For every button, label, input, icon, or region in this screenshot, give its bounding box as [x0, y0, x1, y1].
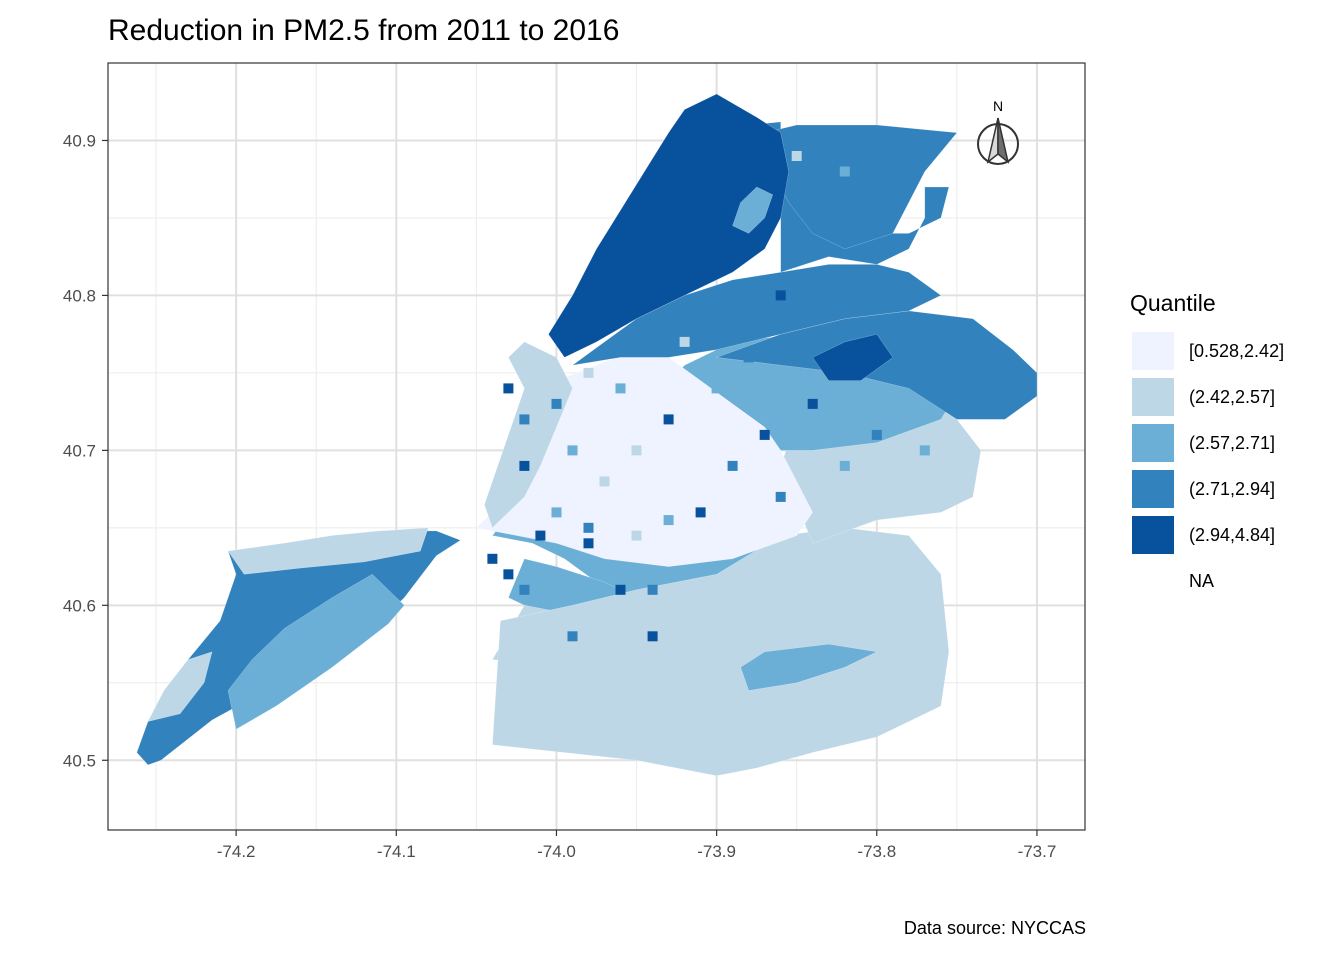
y-tick-label: 40.9	[63, 131, 96, 150]
region-bronx-ne	[764, 124, 958, 250]
region-si-southshore	[227, 574, 405, 730]
tract-patch	[871, 429, 882, 440]
y-tick-label: 40.8	[63, 286, 96, 305]
region-si-west	[147, 651, 213, 722]
tract-patch	[647, 584, 658, 595]
tract-patch	[631, 445, 642, 456]
legend-key	[1132, 516, 1174, 554]
region-rockaway	[492, 527, 950, 777]
legend-label: (2.42,2.57]	[1189, 387, 1276, 407]
tract-patch	[519, 460, 530, 471]
north-arrow-icon: N	[977, 98, 1019, 165]
tract-patch	[839, 166, 850, 177]
tract-patch	[807, 398, 818, 409]
x-tick-label: -74.0	[537, 842, 576, 861]
tract-patch	[919, 445, 930, 456]
legend-label: (2.57,2.71]	[1189, 433, 1276, 453]
tract-patch	[743, 352, 754, 363]
plot-border	[107, 62, 1086, 831]
north-arrow-label: N	[993, 98, 1003, 114]
tract-patch	[519, 414, 530, 425]
region-bronx-patch	[732, 186, 773, 234]
legend-key	[1132, 424, 1174, 462]
legend-key	[1132, 470, 1174, 508]
tract-patch	[839, 460, 850, 471]
tract-patch	[487, 553, 498, 564]
tract-patch	[583, 367, 594, 378]
tract-patch	[615, 383, 626, 394]
tract-patch	[583, 538, 594, 549]
legend-label: NA	[1189, 571, 1215, 591]
map-tracts	[487, 151, 930, 642]
x-tick-label: -74.2	[217, 842, 256, 861]
tract-patch	[679, 336, 690, 347]
tract-patch	[759, 429, 770, 440]
x-tick-label: -73.9	[697, 842, 736, 861]
tract-patch	[551, 507, 562, 518]
tract-patch	[535, 530, 546, 541]
y-tick-label: 40.6	[63, 596, 96, 615]
x-tick-label: -74.1	[377, 842, 416, 861]
region-jersey-edge	[484, 341, 573, 529]
tract-patch	[679, 569, 690, 580]
legend-key	[1132, 378, 1174, 416]
x-tick-label: -73.7	[1018, 842, 1057, 861]
y-axis: 40.5 40.6 40.7 40.8 40.9	[63, 131, 108, 770]
legend-label: (2.94,4.84]	[1189, 525, 1276, 545]
y-tick-label: 40.7	[63, 441, 96, 460]
region-queens-ne	[812, 333, 894, 381]
chart-title: Reduction in PM2.5 from 2011 to 2016	[108, 14, 620, 47]
tract-patch	[567, 445, 578, 456]
region-si-north	[227, 527, 429, 575]
region-bronx-north	[548, 93, 789, 358]
tract-patch	[695, 507, 706, 518]
tract-patch	[519, 584, 530, 595]
legend-title: Quantile	[1130, 290, 1216, 316]
legend-label: (2.71,2.94]	[1189, 479, 1276, 499]
tract-patch	[503, 569, 514, 580]
tract-patch	[583, 522, 594, 533]
legend-label: [0.528,2.42]	[1189, 341, 1285, 361]
tract-patch	[503, 383, 514, 394]
x-tick-label: -73.8	[857, 842, 896, 861]
tract-patch	[663, 515, 674, 526]
tract-patch	[791, 151, 802, 161]
x-axis: -74.2 -74.1 -74.0 -73.9 -73.8 -73.7	[217, 830, 1057, 861]
tract-patch	[663, 414, 674, 425]
tract-patch	[775, 491, 786, 502]
region-rockaway-mid	[740, 643, 878, 691]
tract-patch	[551, 398, 562, 409]
tract-patch	[567, 631, 578, 642]
caption: Data source: NYCCAS	[903, 918, 1086, 938]
tract-patch	[775, 290, 786, 301]
tract-patch	[647, 631, 658, 642]
tract-patch	[615, 584, 626, 595]
tract-patch	[599, 476, 610, 487]
tract-patch	[711, 383, 722, 394]
tract-patch	[727, 460, 738, 471]
y-tick-label: 40.5	[63, 751, 96, 770]
tract-patch	[631, 530, 642, 541]
legend-key	[1132, 332, 1174, 370]
